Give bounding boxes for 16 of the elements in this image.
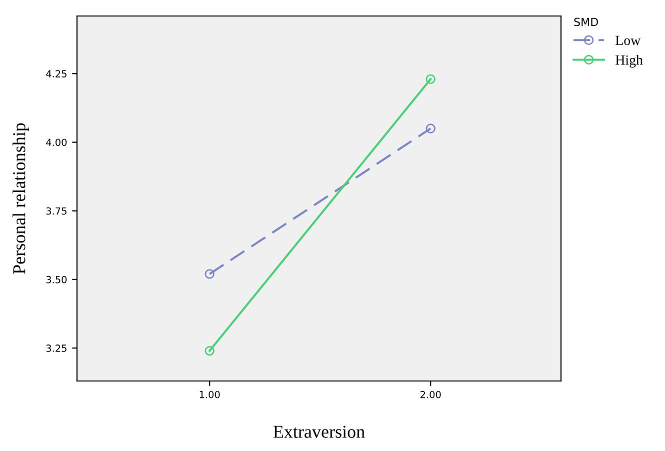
y-tick-label: 3.75 xyxy=(46,207,66,215)
legend-title: SMD xyxy=(574,18,598,26)
point xyxy=(204,346,214,356)
y-tick-label: 4.25 xyxy=(46,70,66,78)
x-axis-title: Extraversion xyxy=(273,426,365,438)
x-tick-label: 2.00 xyxy=(420,390,441,398)
point xyxy=(426,124,436,134)
legend-label: High xyxy=(616,54,643,68)
point xyxy=(426,74,436,84)
y-axis-title: Personal relationship xyxy=(12,123,29,274)
y-tick-label: 3.25 xyxy=(46,344,66,352)
y-tick-label: 4.00 xyxy=(46,138,67,146)
legend-label: Low xyxy=(616,36,641,46)
y-tick-label: 3.50 xyxy=(46,276,67,284)
point xyxy=(204,269,214,279)
x-tick-label: 1.00 xyxy=(200,390,220,398)
